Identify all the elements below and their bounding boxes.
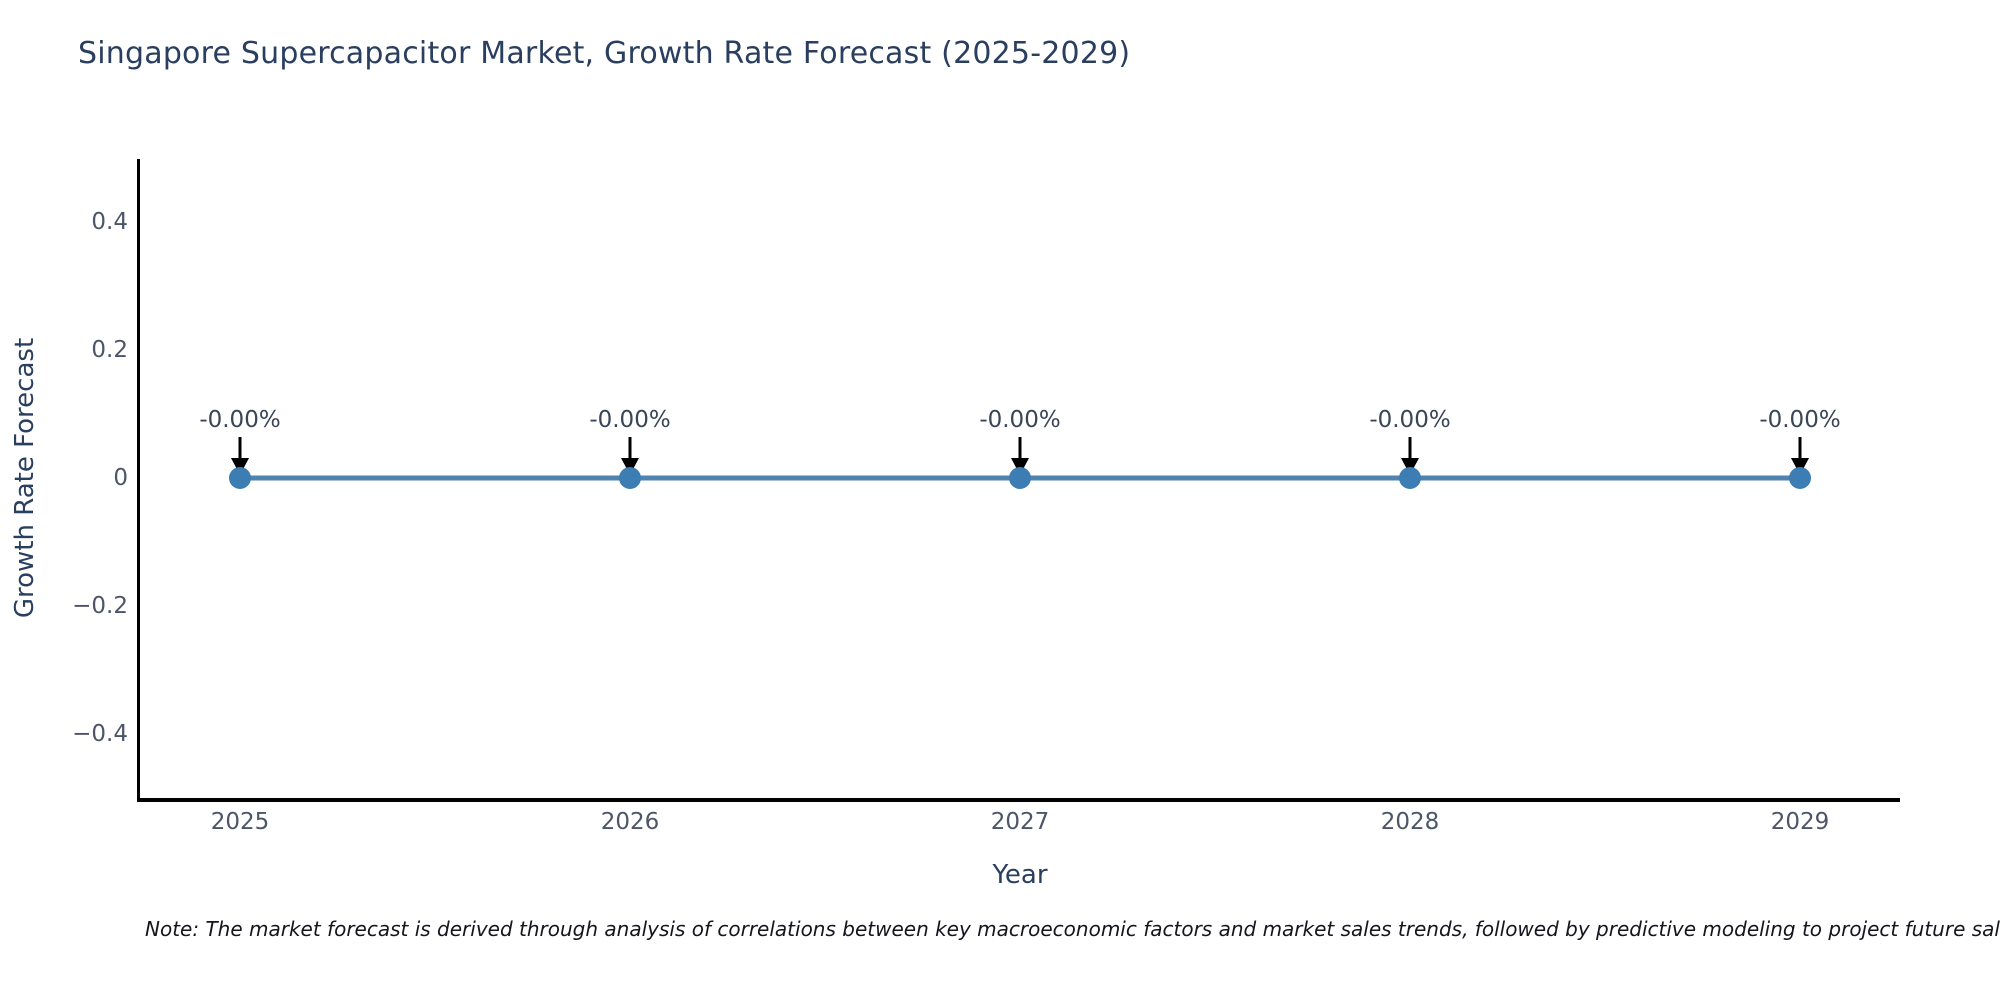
data-point-annotation: -0.00% xyxy=(979,407,1061,433)
data-point-annotation: -0.00% xyxy=(1369,407,1451,433)
y-tick-label: 0.4 xyxy=(91,209,128,235)
y-tick-label: −0.4 xyxy=(72,721,128,747)
annotation-arrow xyxy=(231,437,249,475)
y-tick-label: 0.2 xyxy=(91,337,128,363)
data-point-marker xyxy=(1789,467,1811,489)
chart-title: Singapore Supercapacitor Market, Growth … xyxy=(78,36,1131,71)
annotation-arrow xyxy=(1011,437,1029,475)
x-tick-label: 2026 xyxy=(600,809,660,835)
annotation-arrow xyxy=(1401,437,1419,475)
footnote: Note: The market forecast is derived thr… xyxy=(145,917,2000,941)
x-tick-label: 2029 xyxy=(1770,809,1830,835)
data-point-annotation: -0.00% xyxy=(589,407,671,433)
y-tick-label: −0.2 xyxy=(72,593,128,619)
annotation-arrow xyxy=(621,437,639,475)
data-point-marker xyxy=(619,467,641,489)
data-point-annotation: -0.00% xyxy=(1759,407,1841,433)
data-point-annotation: -0.00% xyxy=(199,407,281,433)
x-axis-title: Year xyxy=(992,860,1048,890)
y-tick-label: 0 xyxy=(113,465,128,491)
annotation-arrow xyxy=(1791,437,1809,475)
x-tick-label: 2025 xyxy=(210,809,270,835)
x-tick-label: 2027 xyxy=(990,809,1050,835)
data-point-marker xyxy=(229,467,251,489)
data-point-marker xyxy=(1009,467,1031,489)
x-tick-label: 2028 xyxy=(1380,809,1440,835)
data-point-marker xyxy=(1399,467,1421,489)
